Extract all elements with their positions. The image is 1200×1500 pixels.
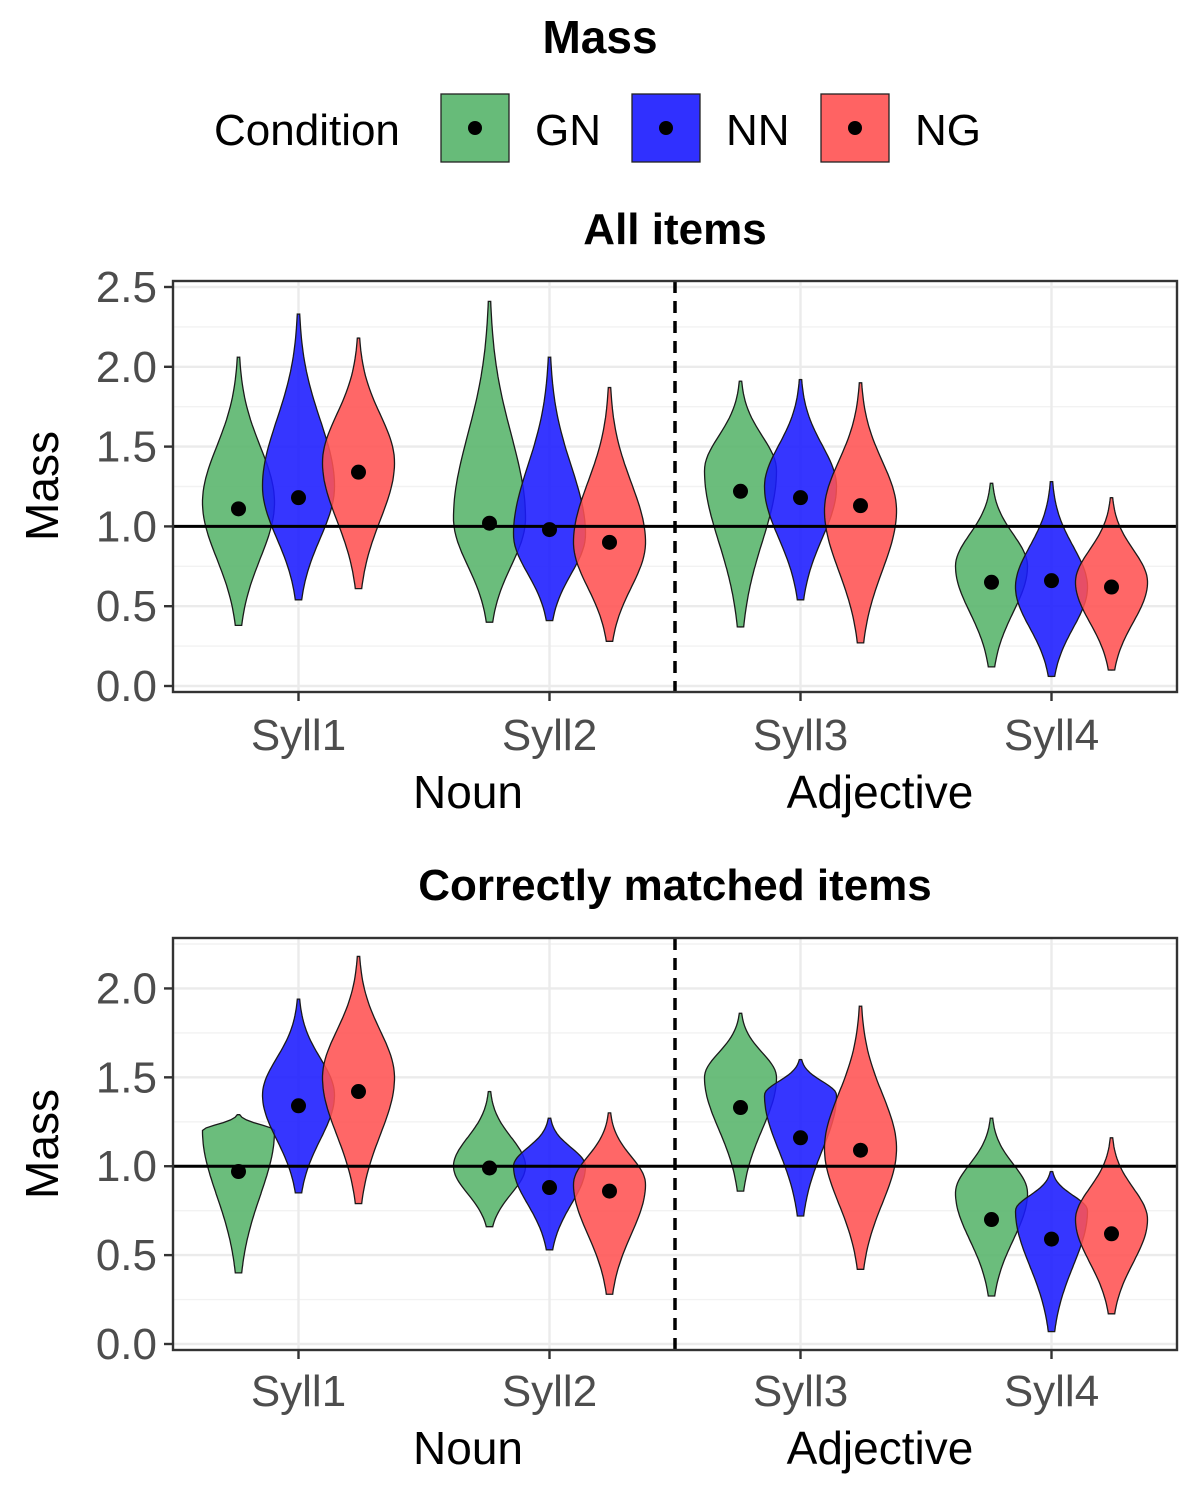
violin-ng-syll3 bbox=[823, 1005, 898, 1270]
violin-ng-syll4 bbox=[1074, 1137, 1149, 1315]
violin-gn-syll1 bbox=[201, 1114, 276, 1274]
legend-key-gn-dot bbox=[468, 121, 482, 135]
mean-point-nn-syll1 bbox=[291, 1098, 306, 1114]
y-tick-label: 2.5 bbox=[96, 263, 157, 312]
mean-point-ng-syll2 bbox=[602, 1183, 617, 1199]
legend-key-nn-dot bbox=[659, 121, 673, 135]
x-tick-label: Syll2 bbox=[502, 711, 597, 760]
legend-label-ng: NG bbox=[915, 106, 981, 155]
mean-point-nn-syll2 bbox=[542, 1180, 557, 1196]
mean-point-ng-syll3 bbox=[853, 498, 868, 514]
panel-all-items: 0.0 0.5 1.0 1.5 2.0 2.5 Syll1 Syll2 Syll3 Syll4 No… bbox=[16, 205, 1179, 818]
mean-point-ng-syll4 bbox=[1104, 579, 1119, 595]
chart-title: Mass bbox=[542, 11, 657, 63]
mean-point-ng-syll2 bbox=[602, 534, 617, 550]
y-tick-label: 1.0 bbox=[96, 502, 157, 551]
mean-point-nn-syll2 bbox=[542, 522, 557, 538]
y-tick-label: 1.0 bbox=[96, 1142, 157, 1191]
mean-point-nn-syll1 bbox=[291, 490, 306, 506]
legend: Condition GN NN NG bbox=[214, 93, 981, 163]
x-tick-label: Syll4 bbox=[1004, 711, 1099, 760]
mean-point-nn-syll3 bbox=[793, 1130, 808, 1146]
y-tick-label: 0.5 bbox=[96, 582, 157, 631]
x-tick-label: Syll1 bbox=[251, 711, 346, 760]
x-tick-label: Syll3 bbox=[753, 711, 848, 760]
y-tick-label: 1.5 bbox=[96, 1053, 157, 1102]
y-tick-label: 0.0 bbox=[96, 662, 157, 711]
violin-nn-syll4 bbox=[1014, 1170, 1089, 1333]
mean-point-nn-syll4 bbox=[1044, 1231, 1059, 1247]
panel-border bbox=[171, 936, 1179, 1352]
mean-point-gn-syll3 bbox=[733, 483, 748, 499]
mean-point-ng-syll3 bbox=[853, 1142, 868, 1158]
violin-gn-syll3 bbox=[703, 380, 778, 628]
panel-correctly-matched-items: 0.0 0.5 1.0 1.5 2.0 Syll1 Syll2 Syll3 Syll4 Noun A… bbox=[16, 861, 1179, 1474]
legend-label-gn: GN bbox=[535, 106, 601, 155]
mean-point-nn-syll3 bbox=[793, 490, 808, 506]
x-group-label: Adjective bbox=[787, 766, 974, 818]
y-tick-label: 2.0 bbox=[96, 964, 157, 1013]
x-tick-label: Syll1 bbox=[251, 1367, 346, 1416]
mean-point-ng-syll1 bbox=[351, 1084, 366, 1100]
x-tick-label: Syll3 bbox=[753, 1367, 848, 1416]
y-tick-label: 0.0 bbox=[96, 1320, 157, 1369]
y-tick-label: 2.0 bbox=[96, 343, 157, 392]
violin-gn-syll4 bbox=[954, 1117, 1029, 1297]
x-tick-label: Syll2 bbox=[502, 1367, 597, 1416]
mean-point-nn-syll4 bbox=[1044, 573, 1059, 589]
y-axis-label: Mass bbox=[16, 1089, 68, 1199]
x-group-label: Noun bbox=[413, 766, 523, 818]
mean-point-gn-syll4 bbox=[984, 1212, 999, 1228]
y-axis-label: Mass bbox=[16, 431, 68, 541]
violin-gn-syll1 bbox=[201, 356, 276, 627]
x-group-label: Adjective bbox=[787, 1422, 974, 1474]
panel-border bbox=[171, 279, 1179, 694]
y-tick-label: 0.5 bbox=[96, 1231, 157, 1280]
legend-title: Condition bbox=[214, 106, 400, 155]
mean-point-gn-syll4 bbox=[984, 574, 999, 590]
mean-point-gn-syll3 bbox=[733, 1100, 748, 1116]
mean-point-gn-syll1 bbox=[231, 501, 246, 517]
violin-ng-syll1 bbox=[321, 955, 396, 1205]
violin-ng-syll2 bbox=[572, 386, 647, 642]
violin-ng-syll2 bbox=[572, 1112, 647, 1295]
mean-point-gn-syll2 bbox=[482, 515, 497, 531]
x-tick-label: Syll4 bbox=[1004, 1367, 1099, 1416]
x-group-label: Noun bbox=[413, 1422, 523, 1474]
mean-point-gn-syll2 bbox=[482, 1160, 497, 1176]
mean-point-gn-syll1 bbox=[231, 1164, 246, 1180]
legend-key-ng-dot bbox=[848, 121, 862, 135]
mean-point-ng-syll1 bbox=[351, 464, 366, 480]
mean-point-ng-syll4 bbox=[1104, 1226, 1119, 1242]
panel-title: All items bbox=[583, 205, 766, 254]
y-tick-label: 1.5 bbox=[96, 423, 157, 472]
violin-nn-syll1 bbox=[261, 998, 336, 1194]
panel-title: Correctly matched items bbox=[418, 861, 932, 910]
legend-label-nn: NN bbox=[726, 106, 790, 155]
